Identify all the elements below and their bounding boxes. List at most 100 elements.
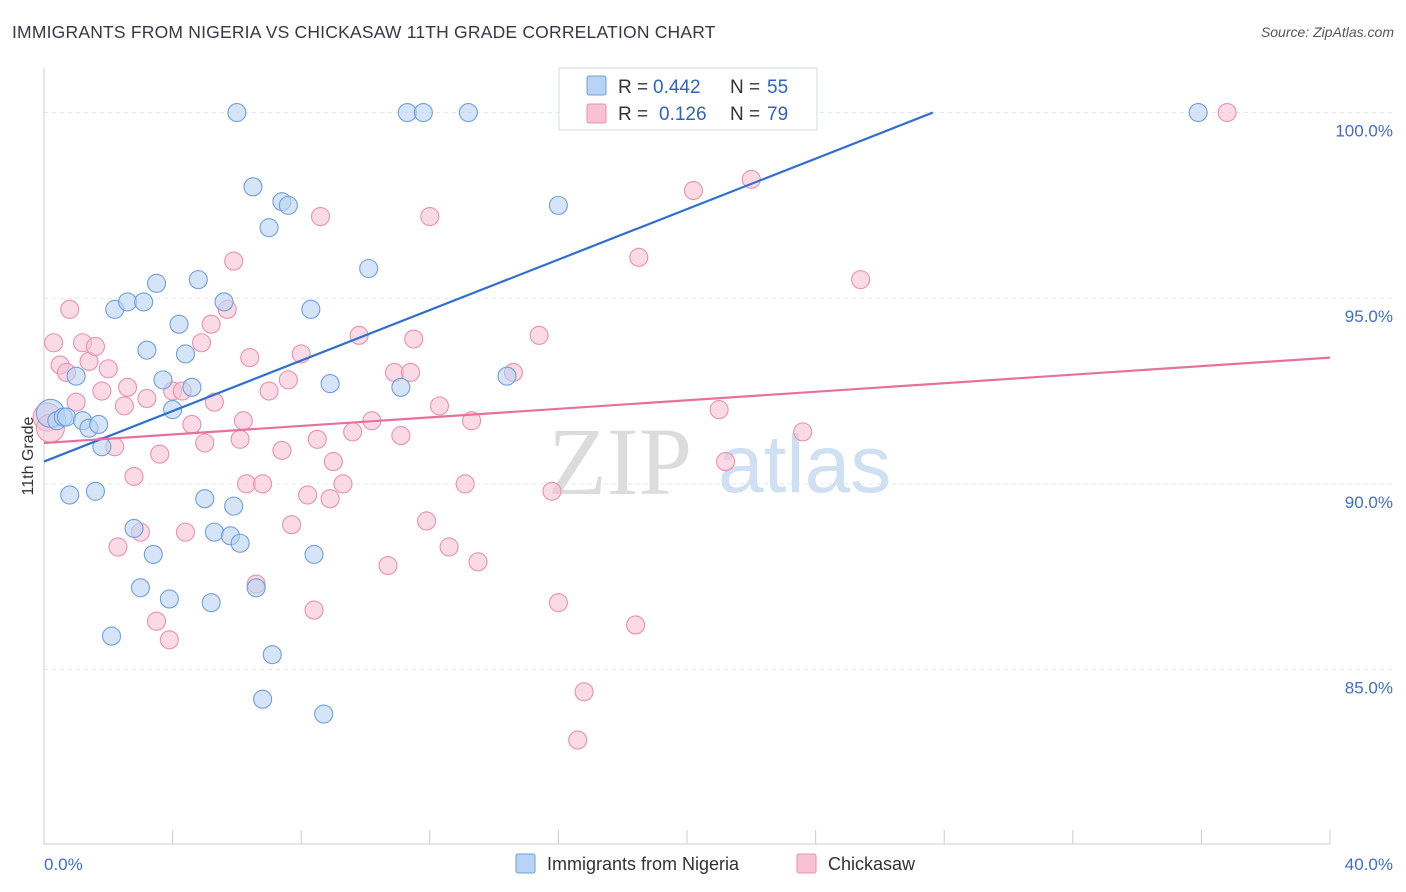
nigeria-point-54 (1188, 103, 1208, 123)
chickasaw-point-11 (98, 359, 118, 379)
chickasaw-point-45 (307, 429, 327, 449)
nigeria-point-4 (66, 366, 86, 386)
chickasaw-point-71 (626, 615, 646, 635)
chickasaw-point-19 (146, 611, 167, 631)
nigeria-point-22 (163, 400, 183, 420)
chickasaw-point-77 (793, 422, 813, 442)
legend-n-value-blue: 55 (767, 77, 788, 98)
chickasaw-point-35 (240, 348, 260, 368)
nigeria-point-37 (253, 689, 273, 709)
chickasaw-point-15 (118, 377, 138, 397)
chickasaw-point-64 (468, 552, 488, 572)
chickasaw-point-63 (462, 411, 482, 431)
nigeria-point-25 (182, 377, 202, 397)
chickasaw-point-62 (455, 474, 475, 494)
chickasaw-point-32 (230, 429, 250, 449)
bottom-legend-label-nigeria: Immigrants from Nigeria (547, 854, 740, 874)
nigeria-point-19 (146, 273, 167, 293)
nigeria-point-8 (89, 414, 109, 434)
trend-line-chickasaw (43, 356, 1331, 445)
chickasaw-point-70 (574, 682, 594, 702)
chickasaw-point-29 (204, 392, 224, 412)
chickasaw-point-9 (85, 336, 105, 357)
legend-n-label-blue: N = (730, 77, 760, 98)
nigeria-point-41 (278, 195, 298, 215)
nigeria-point-42 (301, 299, 321, 319)
nigeria-point-33 (230, 533, 250, 553)
nigeria-point-11 (101, 626, 122, 646)
y-tick-label-2: 90.0% (1345, 493, 1393, 512)
chickasaw-point-27 (195, 433, 215, 453)
legend-n-value-pink: 79 (767, 104, 788, 125)
chickasaw-point-59 (420, 206, 440, 227)
chickasaw-point-37 (253, 474, 273, 494)
chickasaw-point-57 (404, 329, 424, 349)
chickasaw-point-10 (92, 381, 112, 401)
y-tick-labels: 100.0% 95.0% 90.0% 85.0% (1335, 122, 1393, 698)
chickasaw-point-41 (282, 515, 302, 535)
nigeria-point-43 (304, 544, 324, 564)
nigeria-point-13 (118, 292, 138, 312)
y-tick-label-1: 95.0% (1345, 307, 1393, 326)
nigeria-point-49 (413, 103, 433, 123)
nigeria-point-39 (262, 645, 282, 665)
nigeria-point-52 (548, 195, 568, 215)
chickasaw-point-72 (629, 247, 649, 267)
chickasaw-point-61 (439, 537, 459, 557)
chickasaw-point-69 (568, 730, 588, 750)
x-tick-label-min: 0.0% (44, 855, 83, 874)
nigeria-point-20 (153, 370, 173, 390)
series-nigeria-points (35, 103, 1208, 724)
legend-swatch-blue (586, 75, 607, 96)
stats-legend: R = 0.442 N = 55 R = 0.126 N = 79 (558, 67, 818, 131)
y-tick-label-3: 85.0% (1345, 678, 1393, 697)
chickasaw-point-68 (548, 593, 568, 613)
legend-r-label-blue: R = (618, 77, 648, 98)
trend-lines (43, 111, 1331, 463)
nigeria-point-23 (169, 314, 189, 334)
nigeria-point-36 (246, 578, 266, 598)
trend-line-nigeria (43, 111, 934, 463)
chickasaw-point-18 (137, 388, 157, 408)
chickasaw-point-38 (259, 381, 279, 401)
nigeria-point-21 (159, 589, 179, 609)
nigeria-point-46 (359, 258, 379, 279)
nigeria-point-15 (130, 578, 150, 598)
y-tick-label-0: 100.0% (1335, 122, 1393, 141)
chickasaw-point-34 (236, 474, 257, 494)
chickasaw-point-60 (429, 396, 449, 416)
nigeria-point-16 (134, 292, 154, 312)
chickasaw-point-56 (400, 362, 421, 383)
chickasaw-point-74 (709, 400, 729, 420)
nigeria-point-29 (204, 522, 224, 542)
chickasaw-point-25 (182, 414, 202, 434)
chickasaw-point-75 (716, 452, 736, 472)
nigeria-point-38 (259, 218, 279, 238)
chickasaw-point-16 (124, 466, 144, 486)
chickasaw-point-24 (175, 522, 196, 542)
chickasaw-point-46 (310, 206, 331, 227)
nigeria-point-26 (188, 270, 208, 290)
chickasaw-point-28 (201, 314, 221, 334)
nigeria-point-30 (214, 292, 234, 312)
legend-swatch-pink (586, 103, 607, 124)
chickasaw-point-6 (66, 392, 86, 412)
chickasaw-point-47 (320, 489, 340, 509)
series-legend: Immigrants from Nigeria Chickasaw (515, 853, 916, 874)
bottom-legend-label-chickasaw: Chickasaw (828, 854, 916, 874)
nigeria-point-48 (397, 103, 417, 123)
watermark-zip: ZIP (548, 408, 692, 515)
chickasaw-point-73 (683, 180, 703, 201)
chickasaw-point-13 (108, 537, 128, 557)
chickasaw-point-58 (417, 511, 437, 531)
chickasaw-point-48 (323, 452, 343, 472)
legend-r-label-pink: R = (618, 104, 648, 125)
chickasaw-point-67 (542, 481, 562, 501)
nigeria-point-34 (227, 103, 247, 123)
chickasaw-point-33 (233, 411, 253, 431)
bottom-legend-swatch-nigeria (515, 853, 536, 874)
chickasaw-point-79 (1217, 103, 1237, 123)
nigeria-point-44 (314, 704, 334, 724)
chickasaw-point-43 (298, 485, 318, 505)
chickasaw-point-2 (44, 333, 64, 353)
